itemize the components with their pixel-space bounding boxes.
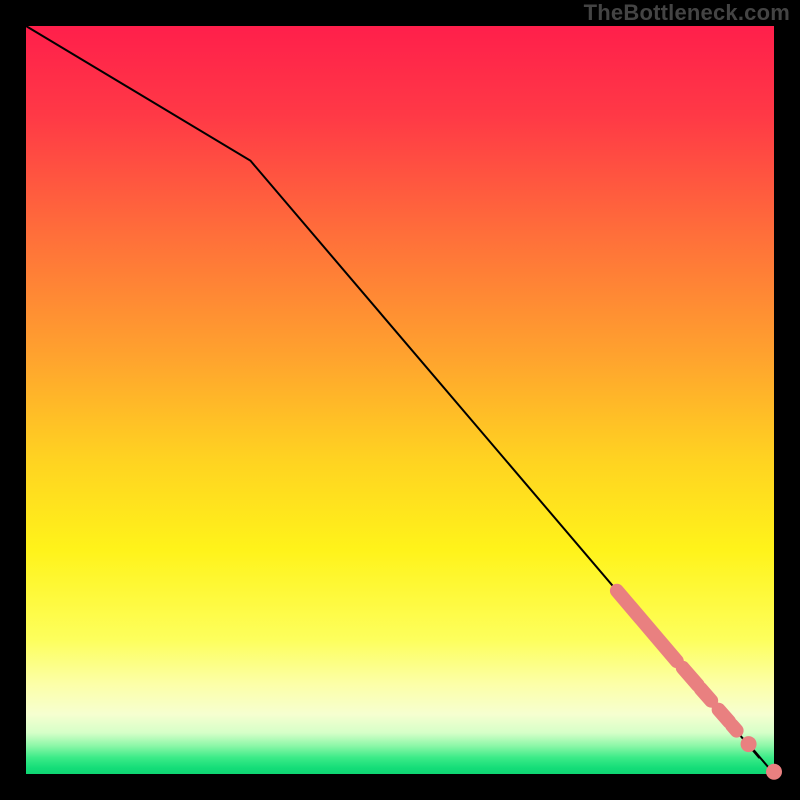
chart-container: TheBottleneck.com (0, 0, 800, 800)
watermark-text: TheBottleneck.com (584, 0, 790, 26)
bottleneck-chart (0, 0, 800, 800)
